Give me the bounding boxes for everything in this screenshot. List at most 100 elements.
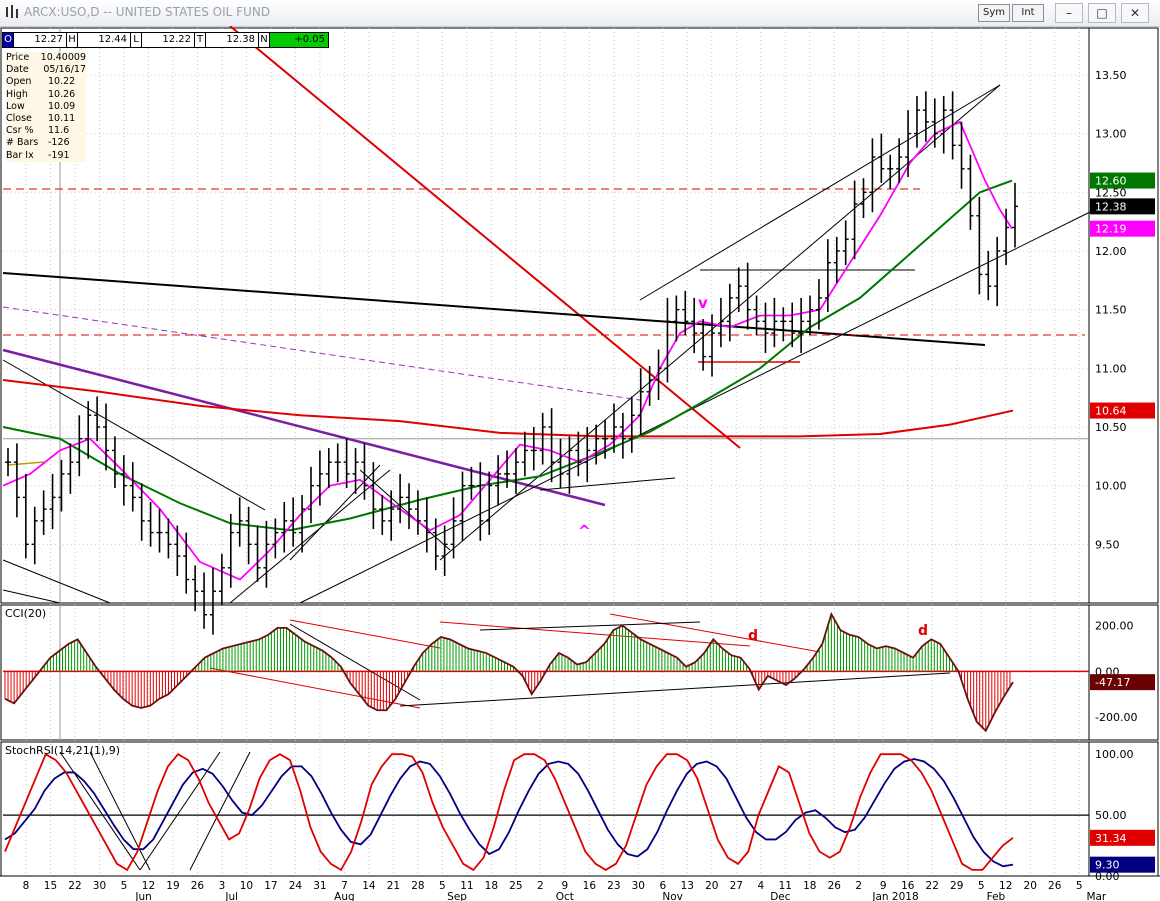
divergence-marker: d (748, 628, 758, 644)
price-value-badge (1090, 172, 1155, 189)
price-bar (566, 436, 573, 494)
price-tick-label: 12.00 (1095, 245, 1127, 258)
date-tick-label: 4 (757, 880, 764, 892)
price-bar (976, 196, 983, 295)
price-bar (316, 450, 323, 506)
price-bar (58, 459, 65, 512)
cci-line (4, 611, 1014, 733)
stochrsi-title: StochRSI(14,21(1),9) (5, 744, 120, 757)
stochrsi-value-badge (1090, 829, 1155, 846)
quote-cell: H 12.44 (67, 33, 131, 47)
price-bar (940, 96, 947, 154)
fan-line (2, 559, 111, 604)
price-bar (717, 297, 724, 348)
stochrsi-signal-line (4, 758, 1014, 868)
price-bar (379, 495, 386, 535)
info-value: -126 (48, 137, 70, 149)
price-bar (361, 443, 368, 500)
date-tick-label: 8 (23, 880, 30, 892)
price-bar (138, 483, 145, 541)
info-label: Open (6, 76, 32, 88)
cci-trend-line (209, 667, 421, 709)
date-tick-label: 26 (191, 880, 205, 892)
price-bar (85, 401, 92, 459)
info-label: Date (6, 64, 29, 76)
info-label: High (6, 88, 28, 100)
date-tick-label: 25 (509, 880, 522, 892)
price-bar (851, 180, 858, 260)
symbol-button[interactable]: Sym (978, 4, 1010, 22)
price-bar (807, 295, 814, 336)
price-bar (477, 462, 484, 541)
interval-button[interactable]: Int (1012, 4, 1044, 22)
stochrsi-value-badge (1090, 856, 1155, 873)
date-tick-label: 29 (950, 880, 963, 892)
month-label: Sep (447, 891, 467, 901)
price-bar (913, 96, 920, 148)
info-value: 10.26 (48, 88, 76, 100)
price-bar (120, 455, 127, 506)
price-bar (272, 518, 279, 559)
stochrsi-trend-line (59, 751, 141, 871)
info-value: 11.6 (48, 125, 70, 137)
price-bar (31, 506, 38, 565)
price-bar (423, 497, 430, 553)
price-bar (610, 403, 617, 453)
lower-channel-line (299, 211, 1091, 604)
price-bar (147, 502, 154, 547)
maximize-button[interactable]: □ (1088, 3, 1116, 23)
stochrsi-trend-line (89, 751, 151, 871)
price-bar (949, 91, 956, 160)
info-row: Bar Ix -191 (6, 150, 86, 162)
date-tick-label: 20 (1024, 880, 1037, 892)
price-bar (290, 497, 297, 547)
price-bar (165, 518, 172, 559)
price-bar (218, 553, 225, 606)
info-value: 05/16/17 (43, 64, 86, 76)
price-bar (388, 490, 395, 541)
month-label: Dec (770, 891, 791, 901)
quote-value: 12.27 (14, 33, 67, 47)
price-bar (156, 509, 163, 553)
price-bar (281, 502, 288, 553)
cursor-info-box: Price 10.40009 Date 05/16/17 Open 10.22 High 10… (6, 52, 86, 162)
price-bar (103, 403, 110, 471)
price-bar (94, 396, 101, 442)
price-bar (824, 239, 831, 312)
cci-trend-line (479, 621, 701, 631)
price-bar (504, 450, 511, 488)
price-bar (5, 448, 11, 477)
date-tick-label: 9 (880, 880, 887, 892)
price-bar (985, 250, 992, 301)
quote-value: 12.44 (78, 33, 131, 47)
price-bar (842, 220, 849, 266)
ma-200-red-line (2, 379, 1014, 438)
date-tick-label: 18 (803, 880, 816, 892)
date-tick-label: 15 (44, 880, 57, 892)
info-value: 10.11 (48, 113, 76, 125)
info-label: Csr % (6, 125, 34, 137)
info-label: # Bars (6, 137, 39, 149)
close-button[interactable]: ✕ (1121, 3, 1149, 23)
channel-support-line (439, 84, 1001, 561)
price-bar (299, 495, 306, 553)
pivot-up-marker: ^ (578, 522, 591, 540)
stochrsi-tick-label: 0.00 (1095, 870, 1120, 883)
price-bar (602, 419, 609, 459)
date-tick-label: 17 (264, 880, 277, 892)
info-value: 10.09 (48, 100, 76, 112)
black-resistance-line (2, 272, 986, 346)
date-tick-label: 2 (537, 880, 544, 892)
price-bar (709, 314, 716, 377)
ma-10-magenta-line (2, 120, 1013, 581)
price-bar (762, 302, 769, 354)
date-tick-label: 5 (978, 880, 985, 892)
price-bar (994, 236, 1001, 307)
price-tick-label: 10.50 (1095, 421, 1127, 434)
stochrsi-tick-label: 50.00 (1095, 809, 1127, 822)
price-tick-label: 13.50 (1095, 69, 1127, 82)
info-row: High 10.26 (6, 89, 86, 101)
red-downtrend-line (229, 26, 741, 449)
minimize-button[interactable]: – (1055, 3, 1083, 23)
month-label: Nov (662, 891, 683, 901)
